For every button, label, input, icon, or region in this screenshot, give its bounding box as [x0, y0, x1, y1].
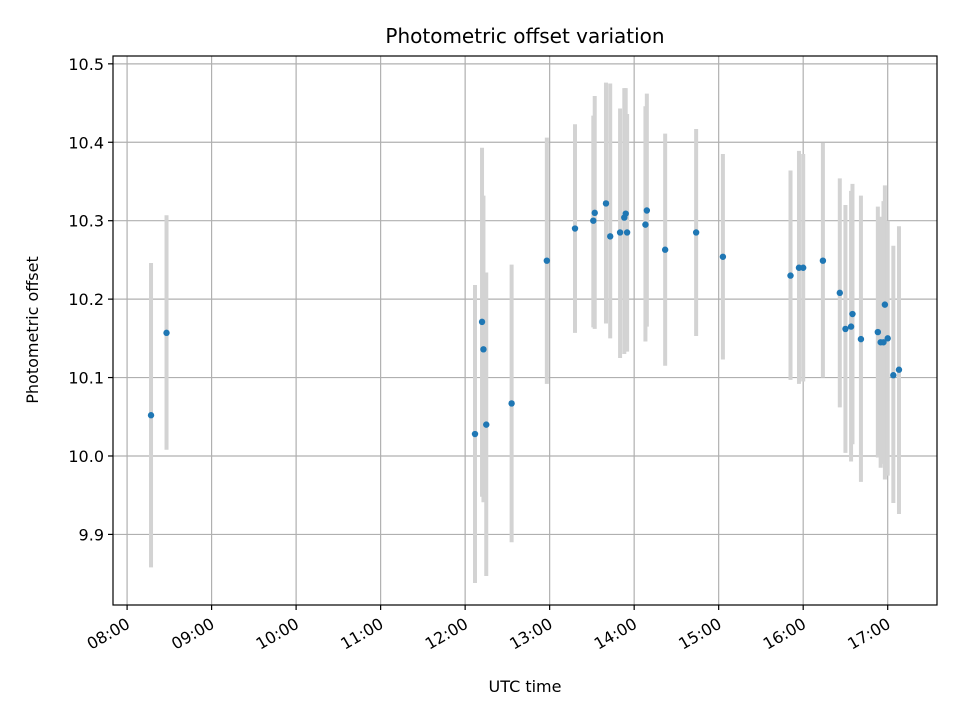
y-axis-label: Photometric offset — [23, 256, 42, 404]
data-point — [571, 225, 579, 232]
y-tick-label: 9.9 — [79, 525, 104, 544]
data-point — [692, 229, 700, 236]
data-point — [590, 217, 597, 224]
data-point — [857, 335, 865, 343]
data-point — [881, 301, 889, 308]
data-point — [623, 229, 631, 236]
data-point — [799, 264, 807, 271]
data-point — [478, 318, 486, 326]
data-point — [719, 253, 727, 260]
data-point — [602, 200, 610, 207]
y-tick-label: 10.1 — [68, 369, 104, 388]
data-point — [819, 257, 827, 264]
y-tick-label: 10.2 — [68, 290, 104, 309]
data-point — [842, 325, 849, 333]
data-point — [622, 210, 629, 217]
y-tick-label: 10.4 — [68, 133, 104, 152]
data-point — [471, 430, 479, 438]
point-layer — [147, 200, 903, 438]
data-point — [543, 257, 551, 264]
data-point — [591, 209, 598, 217]
data-point — [874, 328, 882, 336]
data-point — [607, 233, 614, 240]
chart-title: Photometric offset variation — [385, 24, 664, 48]
data-point — [147, 412, 155, 419]
y-tick-label: 10.0 — [68, 447, 104, 466]
data-point — [508, 400, 515, 407]
y-tick-label: 10.5 — [68, 55, 104, 74]
data-point — [895, 366, 903, 373]
data-point — [163, 329, 170, 337]
data-point — [661, 246, 669, 253]
data-point — [787, 272, 794, 279]
data-point — [849, 310, 856, 318]
x-axis-label: UTC time — [489, 677, 562, 696]
data-point — [880, 339, 887, 346]
data-point — [890, 372, 897, 379]
data-point — [483, 421, 490, 428]
data-point — [847, 323, 855, 330]
data-point — [884, 335, 891, 342]
data-point — [643, 207, 651, 214]
data-point — [616, 229, 624, 236]
data-point — [480, 346, 487, 353]
y-tick-label: 10.3 — [68, 212, 104, 231]
data-point — [836, 289, 844, 297]
data-point — [642, 221, 649, 228]
plot-frame — [112, 55, 938, 606]
